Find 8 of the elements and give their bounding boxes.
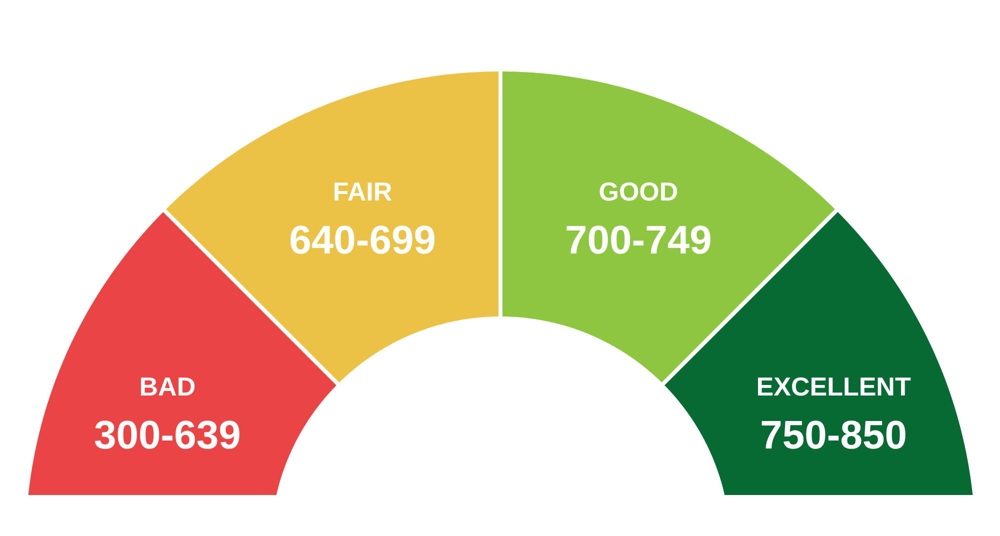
slice-label: FAIR [332, 176, 392, 206]
data-label: 300-639 [94, 414, 241, 458]
data-label: 750-850 [760, 414, 907, 458]
slice-label: EXCELLENT [756, 372, 911, 402]
slice-label: BAD [139, 372, 196, 402]
slice-label: GOOD [598, 176, 678, 206]
data-label: 640-699 [289, 218, 436, 262]
data-label: 700-749 [565, 218, 712, 262]
